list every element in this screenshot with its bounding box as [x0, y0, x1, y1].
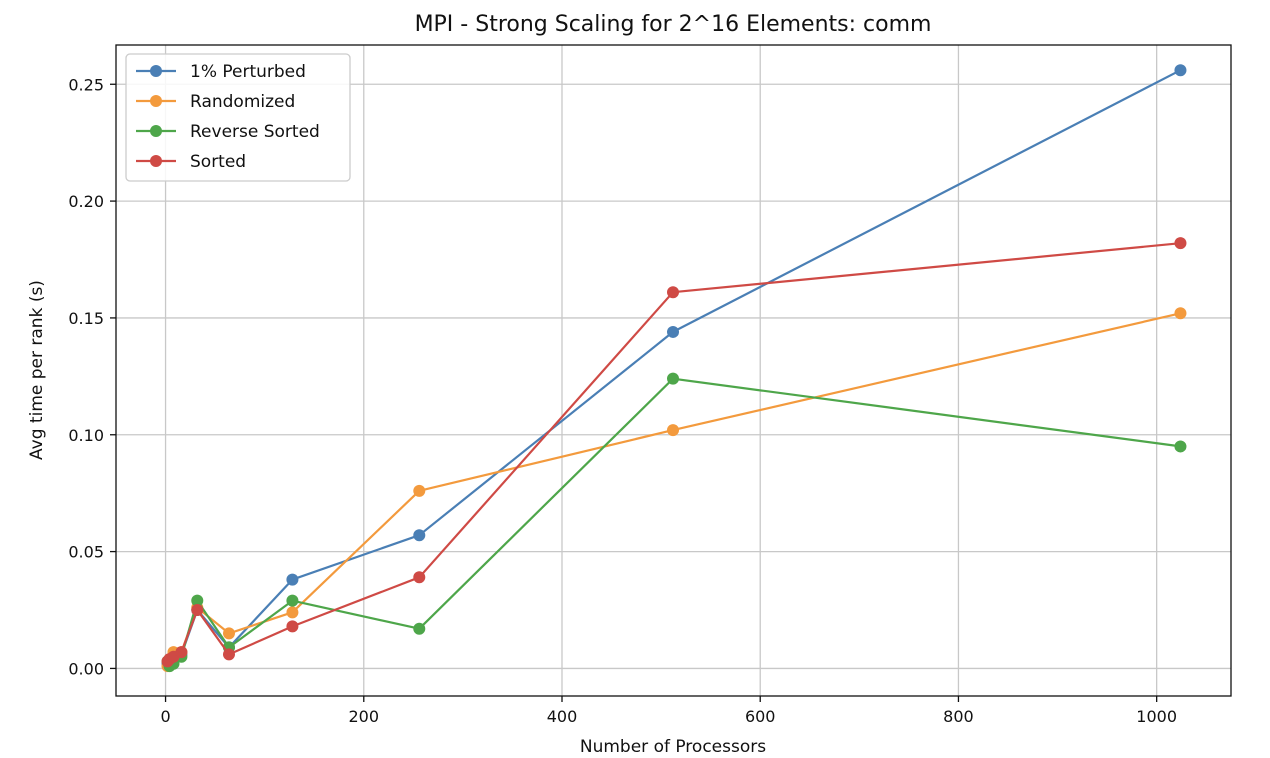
legend-swatch-marker [150, 95, 162, 107]
data-point-randomized [222, 627, 235, 640]
data-point-sorted [286, 620, 299, 633]
data-point-reverse-sorted [413, 622, 426, 635]
data-point-1pct-perturbed [286, 573, 299, 586]
data-point-randomized [1174, 307, 1187, 320]
y-tick-label: 0.20 [68, 192, 104, 211]
data-point-reverse-sorted [667, 372, 680, 385]
series-reverse-sorted [161, 372, 1187, 673]
x-tick-label: 800 [943, 707, 974, 726]
data-point-sorted [667, 286, 680, 299]
x-axis: 0 200 400 600 800 1000 [160, 696, 1177, 726]
legend-swatch-marker [150, 65, 162, 77]
series-line-sorted [166, 242, 1181, 663]
data-point-randomized [413, 484, 426, 497]
legend-frame [125, 53, 351, 182]
y-tick-label: 0.15 [68, 309, 104, 328]
data-point-1pct-perturbed [667, 325, 680, 338]
x-tick-label: 1000 [1136, 707, 1177, 726]
series-sorted [161, 237, 1187, 668]
legend-item-randomized: Randomized [136, 92, 295, 112]
x-tick-label: 400 [547, 707, 578, 726]
chart-title: MPI - Strong Scaling for 2^16 Elements: … [415, 12, 932, 37]
legend-label: Randomized [190, 92, 295, 112]
y-tick-label: 0.25 [68, 75, 104, 94]
data-point-randomized [667, 424, 680, 437]
series-line-randomized [166, 312, 1181, 667]
x-tick-label: 200 [349, 707, 380, 726]
y-axis: 0.00 0.05 0.10 0.15 0.20 0.25 [68, 75, 116, 678]
data-point-1pct-perturbed [1174, 64, 1187, 77]
legend-swatch-marker [150, 155, 162, 167]
legend-label: 1% Perturbed [190, 62, 306, 82]
y-tick-label: 0.05 [68, 543, 104, 562]
series-layer [161, 64, 1187, 673]
y-tick-label: 0.10 [68, 426, 104, 445]
plot-frame [115, 44, 1232, 697]
y-axis-label: Avg time per rank (s) [27, 280, 47, 460]
series-line-reverse-sorted [166, 377, 1181, 668]
legend-label: Reverse Sorted [190, 122, 320, 142]
data-point-sorted [175, 646, 188, 659]
y-tick-label: 0.00 [68, 659, 104, 678]
data-point-sorted [413, 571, 426, 584]
x-axis-label: Number of Processors [580, 737, 766, 757]
legend: 1% Perturbed Randomized Reverse Sorted Sort… [125, 53, 351, 182]
data-point-reverse-sorted [191, 594, 204, 607]
data-point-randomized [286, 606, 299, 619]
data-point-reverse-sorted [1174, 440, 1187, 453]
data-point-sorted [1174, 237, 1187, 250]
data-point-sorted [191, 604, 204, 617]
x-tick-label: 0 [160, 707, 170, 726]
data-point-1pct-perturbed [413, 529, 426, 542]
legend-label: Sorted [190, 152, 246, 172]
legend-swatch-marker [150, 125, 162, 137]
legend-item-sorted: Sorted [136, 152, 246, 172]
x-tick-label: 600 [745, 707, 776, 726]
data-point-reverse-sorted [286, 594, 299, 607]
legend-item-reverse-sorted: Reverse Sorted [136, 122, 320, 142]
data-point-sorted [222, 648, 235, 661]
legend-item-1pct-perturbed: 1% Perturbed [136, 62, 306, 82]
